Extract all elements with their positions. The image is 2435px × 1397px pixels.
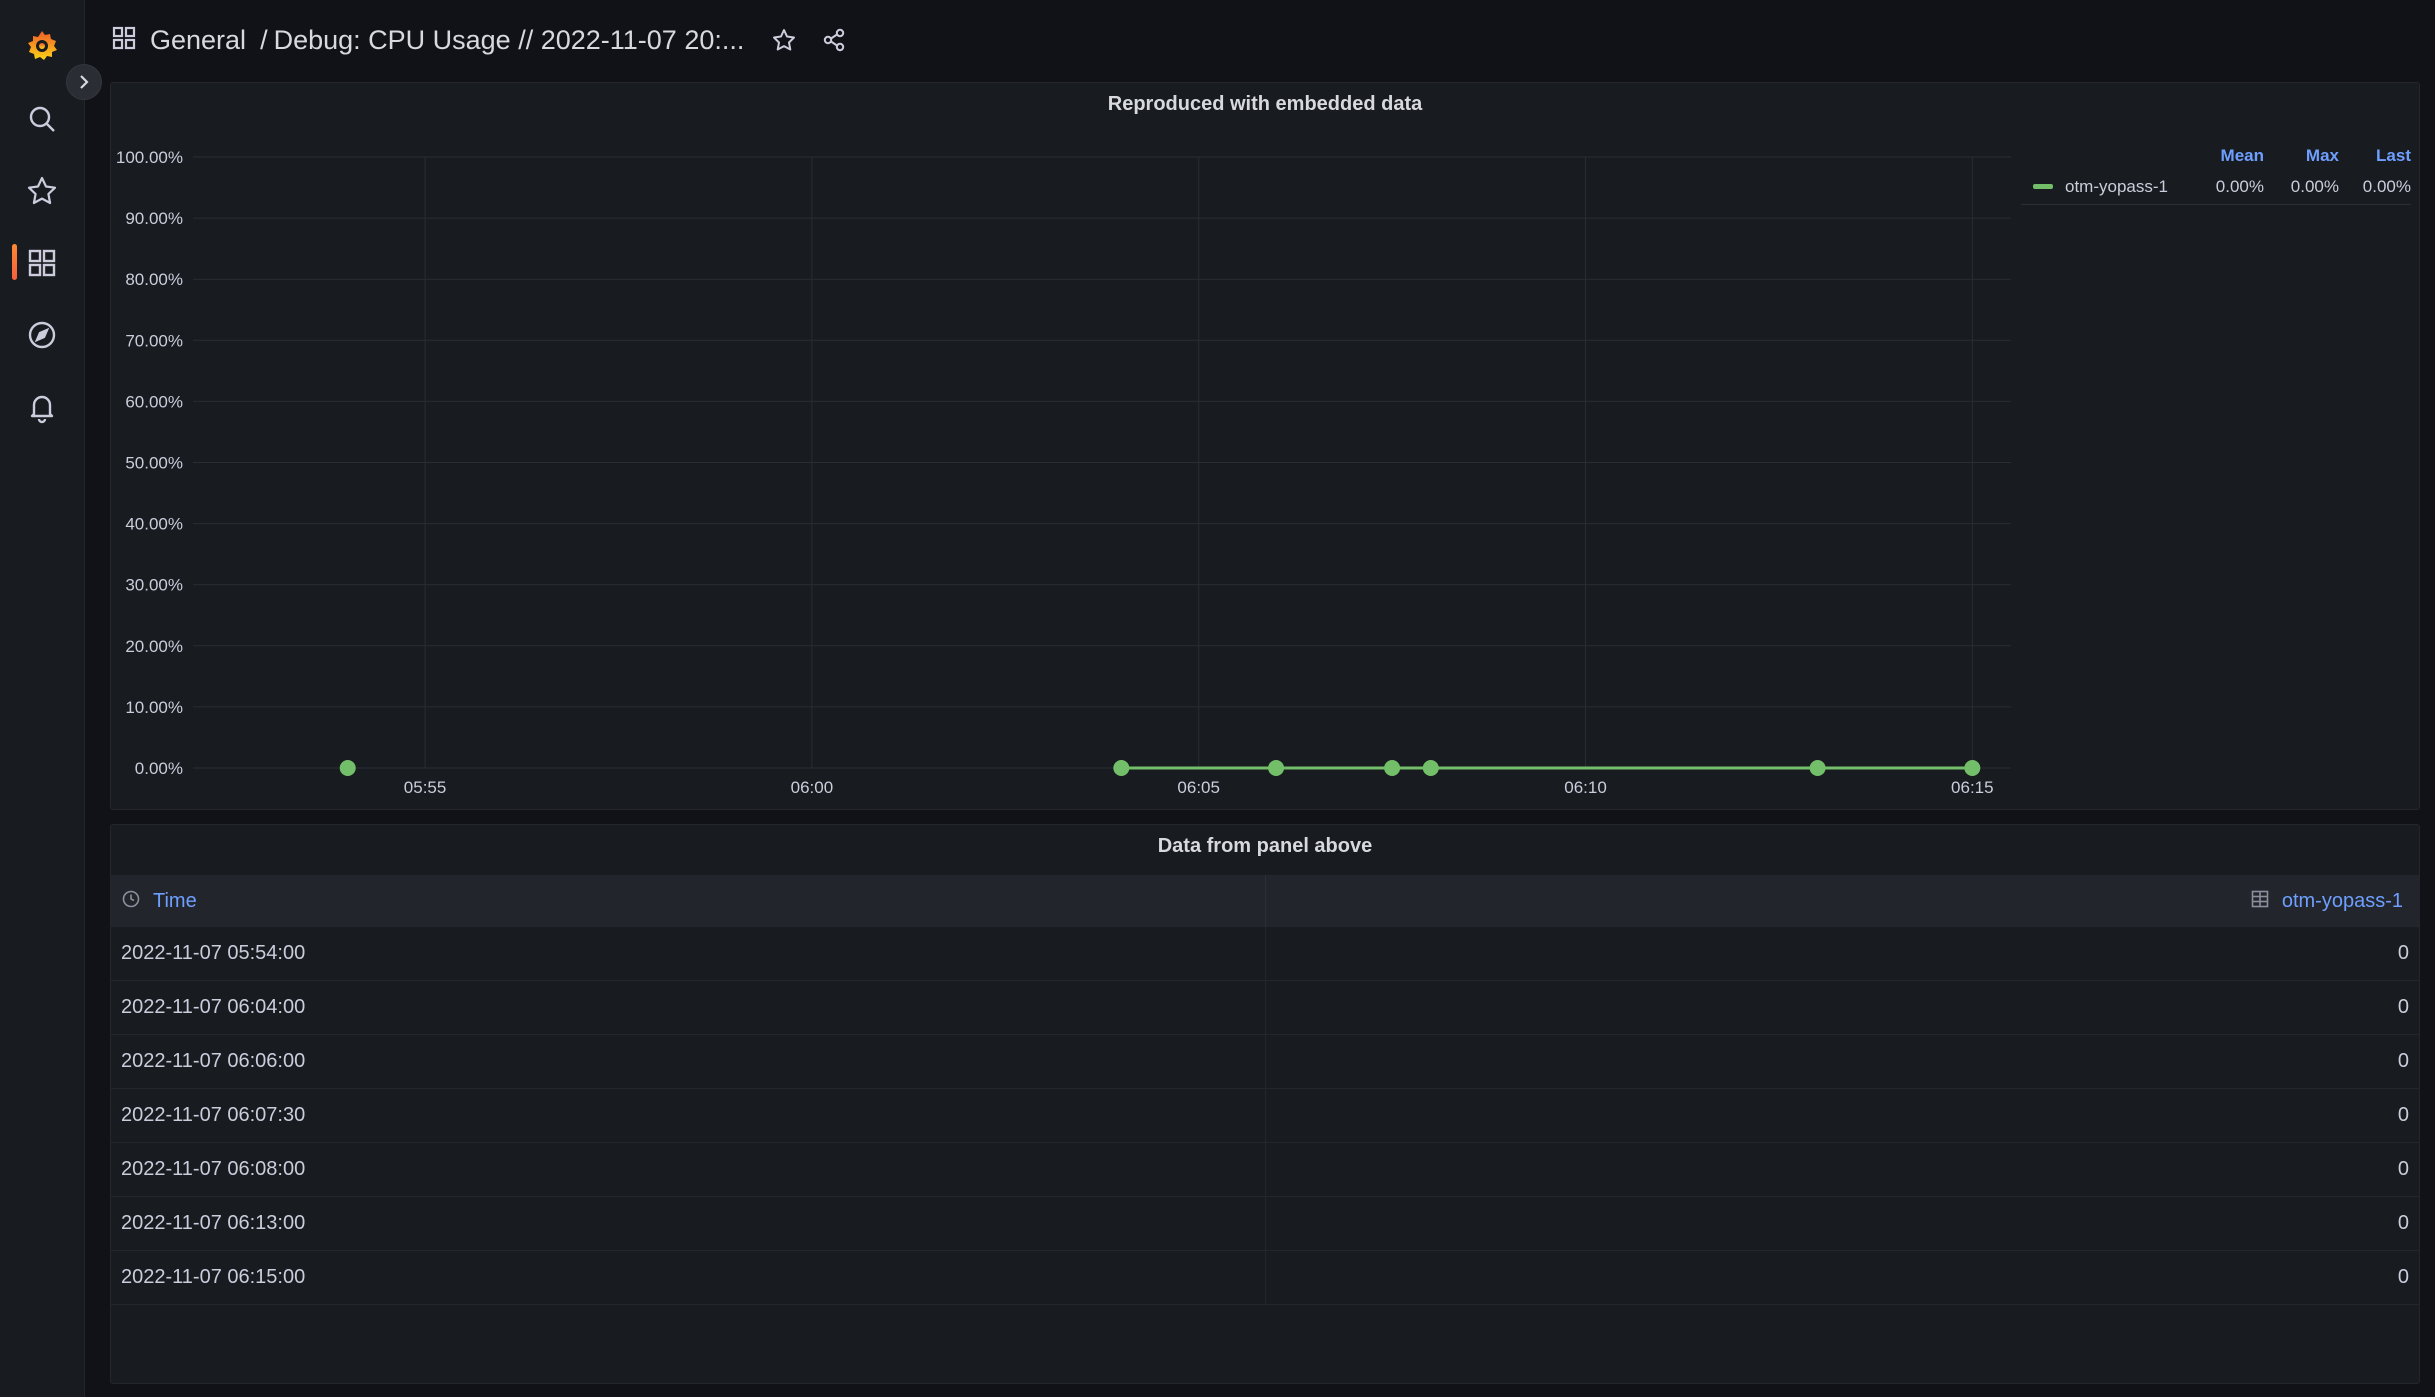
cell-time: 2022-11-07 06:04:00 [111, 981, 1266, 1034]
table-row[interactable]: 2022-11-07 06:08:00 0 [111, 1143, 2419, 1197]
cell-value: 0 [2397, 1158, 2409, 1180]
legend-series-name[interactable]: otm-yopass-1 [2065, 176, 2168, 196]
y-tick-label: 60.00% [125, 392, 183, 411]
x-tick-label: 06:05 [1177, 778, 1220, 797]
search-icon[interactable] [21, 98, 63, 140]
share-icon [824, 28, 845, 52]
table-row[interactable]: 2022-11-07 06:15:00 0 [111, 1251, 2419, 1305]
legend-header-max[interactable]: Max [2305, 146, 2339, 165]
cell-time: 2022-11-07 06:06:00 [111, 1035, 1266, 1088]
table-row[interactable]: 2022-11-07 06:04:00 0 [111, 981, 2419, 1035]
table-row[interactable]: 2022-11-07 05:54:00 0 [111, 927, 2419, 981]
cell-value: 0 [2397, 996, 2409, 1018]
data-point [1268, 760, 1285, 776]
column-header-value[interactable]: otm-yopass-1 [1266, 875, 2419, 927]
legend-item[interactable]: otm-yopass-1 0.00% 0.00% 0.00% [2021, 169, 2411, 205]
x-tick-label: 06:00 [791, 778, 834, 797]
legend-table: Mean Max Last otm-yopass-1 0.00% 0.00% 0… [2021, 143, 2411, 205]
dashboard-grid-icon [110, 24, 138, 57]
cell-time: 2022-11-07 06:13:00 [111, 1197, 1266, 1250]
cell-value: 0 [2397, 1050, 2409, 1072]
legend-color-swatch [2033, 184, 2053, 189]
table-field-icon [2250, 889, 2270, 914]
cell-value: 0 [2397, 1104, 2409, 1126]
y-tick-label: 40.00% [125, 515, 183, 534]
y-tick-label: 20.00% [125, 637, 183, 656]
y-tick-label: 10.00% [125, 698, 183, 717]
legend-max-value: 0.00% [2290, 176, 2339, 196]
y-tick-label: 70.00% [125, 331, 183, 350]
y-tick-label: 0.00% [135, 759, 183, 778]
x-tick-label: 05:55 [404, 778, 447, 797]
table-row[interactable]: 2022-11-07 06:13:00 0 [111, 1197, 2419, 1251]
alerting-icon[interactable] [21, 386, 63, 428]
star-icon [773, 29, 796, 51]
data-point [1384, 760, 1401, 776]
cell-time: 2022-11-07 06:07:30 [111, 1089, 1266, 1142]
table-panel-title[interactable]: Data from panel above [1157, 835, 1373, 857]
cell-value: 0 [2397, 1212, 2409, 1234]
x-tick-label: 06:10 [1564, 778, 1607, 797]
table-body: 2022-11-07 05:54:00 0 2022-11-07 06:04:00… [111, 927, 2419, 1305]
x-tick-label: 06:15 [1951, 778, 1994, 797]
cell-time: 2022-11-07 06:15:00 [111, 1251, 1266, 1304]
expand-sidebar-button[interactable] [66, 64, 102, 100]
data-point [1809, 760, 1826, 776]
clock-icon [121, 889, 141, 914]
breadcrumb-separator: / [260, 24, 268, 55]
table-row[interactable]: 2022-11-07 06:06:00 0 [111, 1035, 2419, 1089]
explore-icon[interactable] [21, 314, 63, 356]
table-panel: Data from panel above Time otm-yopass-1 … [110, 824, 2420, 1384]
dashboard-title[interactable]: Debug: CPU Usage // 2022-11-07 20:... [273, 24, 745, 55]
legend-last-value: 0.00% [2362, 176, 2411, 196]
starred-icon[interactable] [21, 170, 63, 212]
sidebar [0, 0, 85, 1397]
y-tick-label: 50.00% [125, 454, 183, 473]
cell-time: 2022-11-07 05:54:00 [111, 927, 1266, 980]
data-point [339, 760, 356, 776]
data-point [1964, 760, 1981, 776]
share-dashboard-button[interactable] [816, 22, 852, 58]
column-header-time[interactable]: Time [111, 875, 1266, 927]
table-row[interactable]: 2022-11-07 06:07:30 0 [111, 1089, 2419, 1143]
data-point [1422, 760, 1439, 776]
mark-favorite-button[interactable] [766, 22, 802, 58]
table-header: Time otm-yopass-1 [111, 875, 2419, 927]
grafana-logo-icon[interactable] [21, 24, 63, 66]
legend-mean-value: 0.00% [2215, 176, 2264, 196]
dashboards-icon[interactable] [21, 242, 63, 284]
top-nav-bar: General / Debug: CPU Usage // 2022-11-07… [86, 0, 2435, 80]
graph-panel-title[interactable]: Reproduced with embedded data [1107, 93, 1423, 115]
cell-time: 2022-11-07 06:08:00 [111, 1143, 1266, 1196]
y-tick-label: 30.00% [125, 576, 183, 595]
data-point [1113, 760, 1130, 776]
cell-value: 0 [2397, 1266, 2409, 1288]
column-header-time-label: Time [153, 889, 197, 912]
legend-header-last[interactable]: Last [2376, 146, 2411, 165]
time-series-chart: 0.00% 10.00% 20.00% 30.00% 40.00% 50.00% 60.00… [116, 148, 2011, 797]
breadcrumb-folder[interactable]: General [150, 24, 247, 55]
cell-value: 0 [2397, 942, 2409, 964]
chevron-right-icon [80, 75, 89, 89]
y-tick-label: 80.00% [125, 270, 183, 289]
active-nav-indicator [12, 244, 17, 280]
y-tick-label: 100.00% [116, 148, 183, 167]
graph-panel: Reproduced with embedded data 0.00% 10.00… [110, 82, 2420, 810]
legend-header-mean[interactable]: Mean [2220, 146, 2264, 165]
y-tick-label: 90.00% [125, 209, 183, 228]
column-header-value-label: otm-yopass-1 [2281, 889, 2403, 912]
